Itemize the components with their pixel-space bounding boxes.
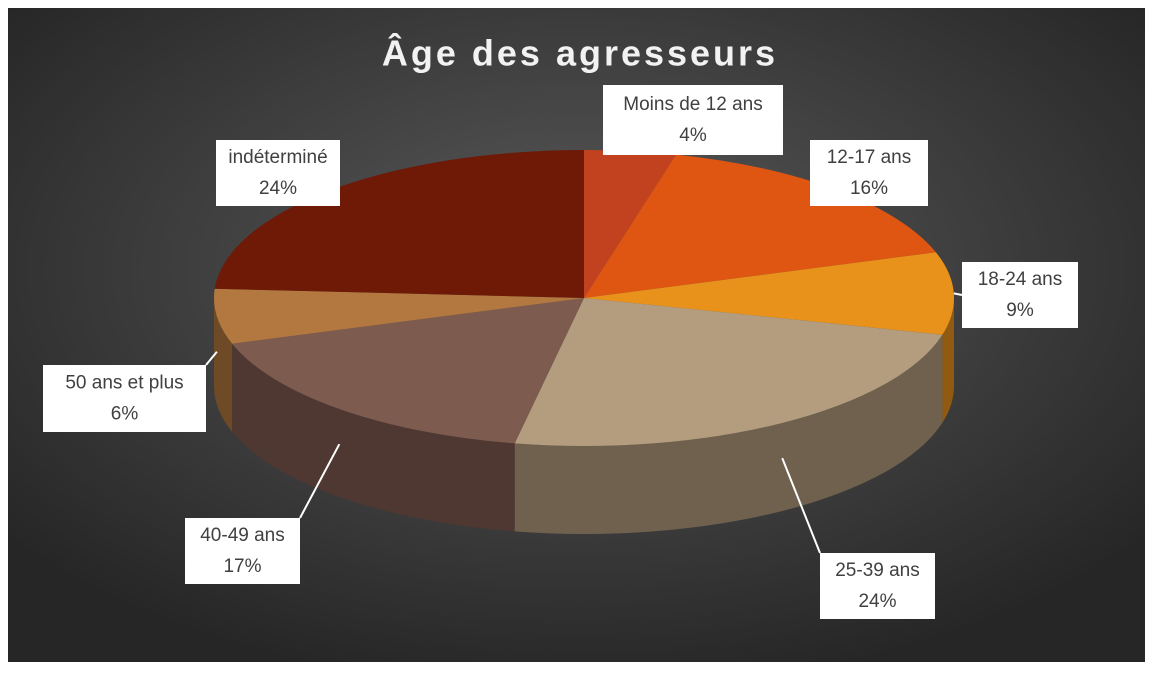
label-box bbox=[962, 262, 1078, 328]
label-box bbox=[43, 365, 206, 432]
data-label-value: 4% bbox=[679, 125, 707, 146]
label-box bbox=[820, 553, 935, 619]
data-label-category: 18-24 ans bbox=[978, 269, 1063, 290]
data-label-category: Moins de 12 ans bbox=[623, 94, 762, 115]
label-box bbox=[185, 518, 300, 584]
pie-slice bbox=[584, 150, 677, 298]
pie-side bbox=[214, 298, 233, 432]
pie-slice bbox=[214, 288, 584, 344]
label-box bbox=[810, 140, 928, 206]
pie-side bbox=[942, 298, 954, 423]
data-label-value: 24% bbox=[259, 178, 297, 199]
label-box bbox=[603, 85, 783, 155]
data-label-category: 25-39 ans bbox=[835, 560, 920, 581]
leader-line bbox=[781, 457, 821, 554]
leader-line bbox=[299, 443, 341, 519]
data-label-category: 50 ans et plus bbox=[65, 373, 183, 394]
pie-slice bbox=[584, 154, 936, 298]
data-label-value: 17% bbox=[223, 556, 261, 577]
data-label-category: indéterminé bbox=[228, 147, 327, 168]
pie-side bbox=[232, 343, 515, 532]
leader-line bbox=[953, 292, 963, 296]
data-label-value: 6% bbox=[111, 404, 139, 425]
label-box bbox=[216, 140, 340, 206]
chart-title: Âge des agresseurs bbox=[382, 32, 778, 74]
pie-slice bbox=[214, 150, 585, 298]
pie-side bbox=[514, 334, 943, 534]
data-label-category: 12-17 ans bbox=[827, 147, 912, 168]
data-label-value: 9% bbox=[1006, 300, 1034, 321]
pie-slice bbox=[584, 252, 955, 335]
data-label-category: 40-49 ans bbox=[200, 525, 285, 546]
leader-line bbox=[205, 351, 218, 366]
data-label-value: 16% bbox=[850, 178, 888, 199]
pie-slice bbox=[232, 298, 585, 444]
pie-slice bbox=[514, 298, 943, 446]
data-label-value: 24% bbox=[858, 591, 896, 612]
